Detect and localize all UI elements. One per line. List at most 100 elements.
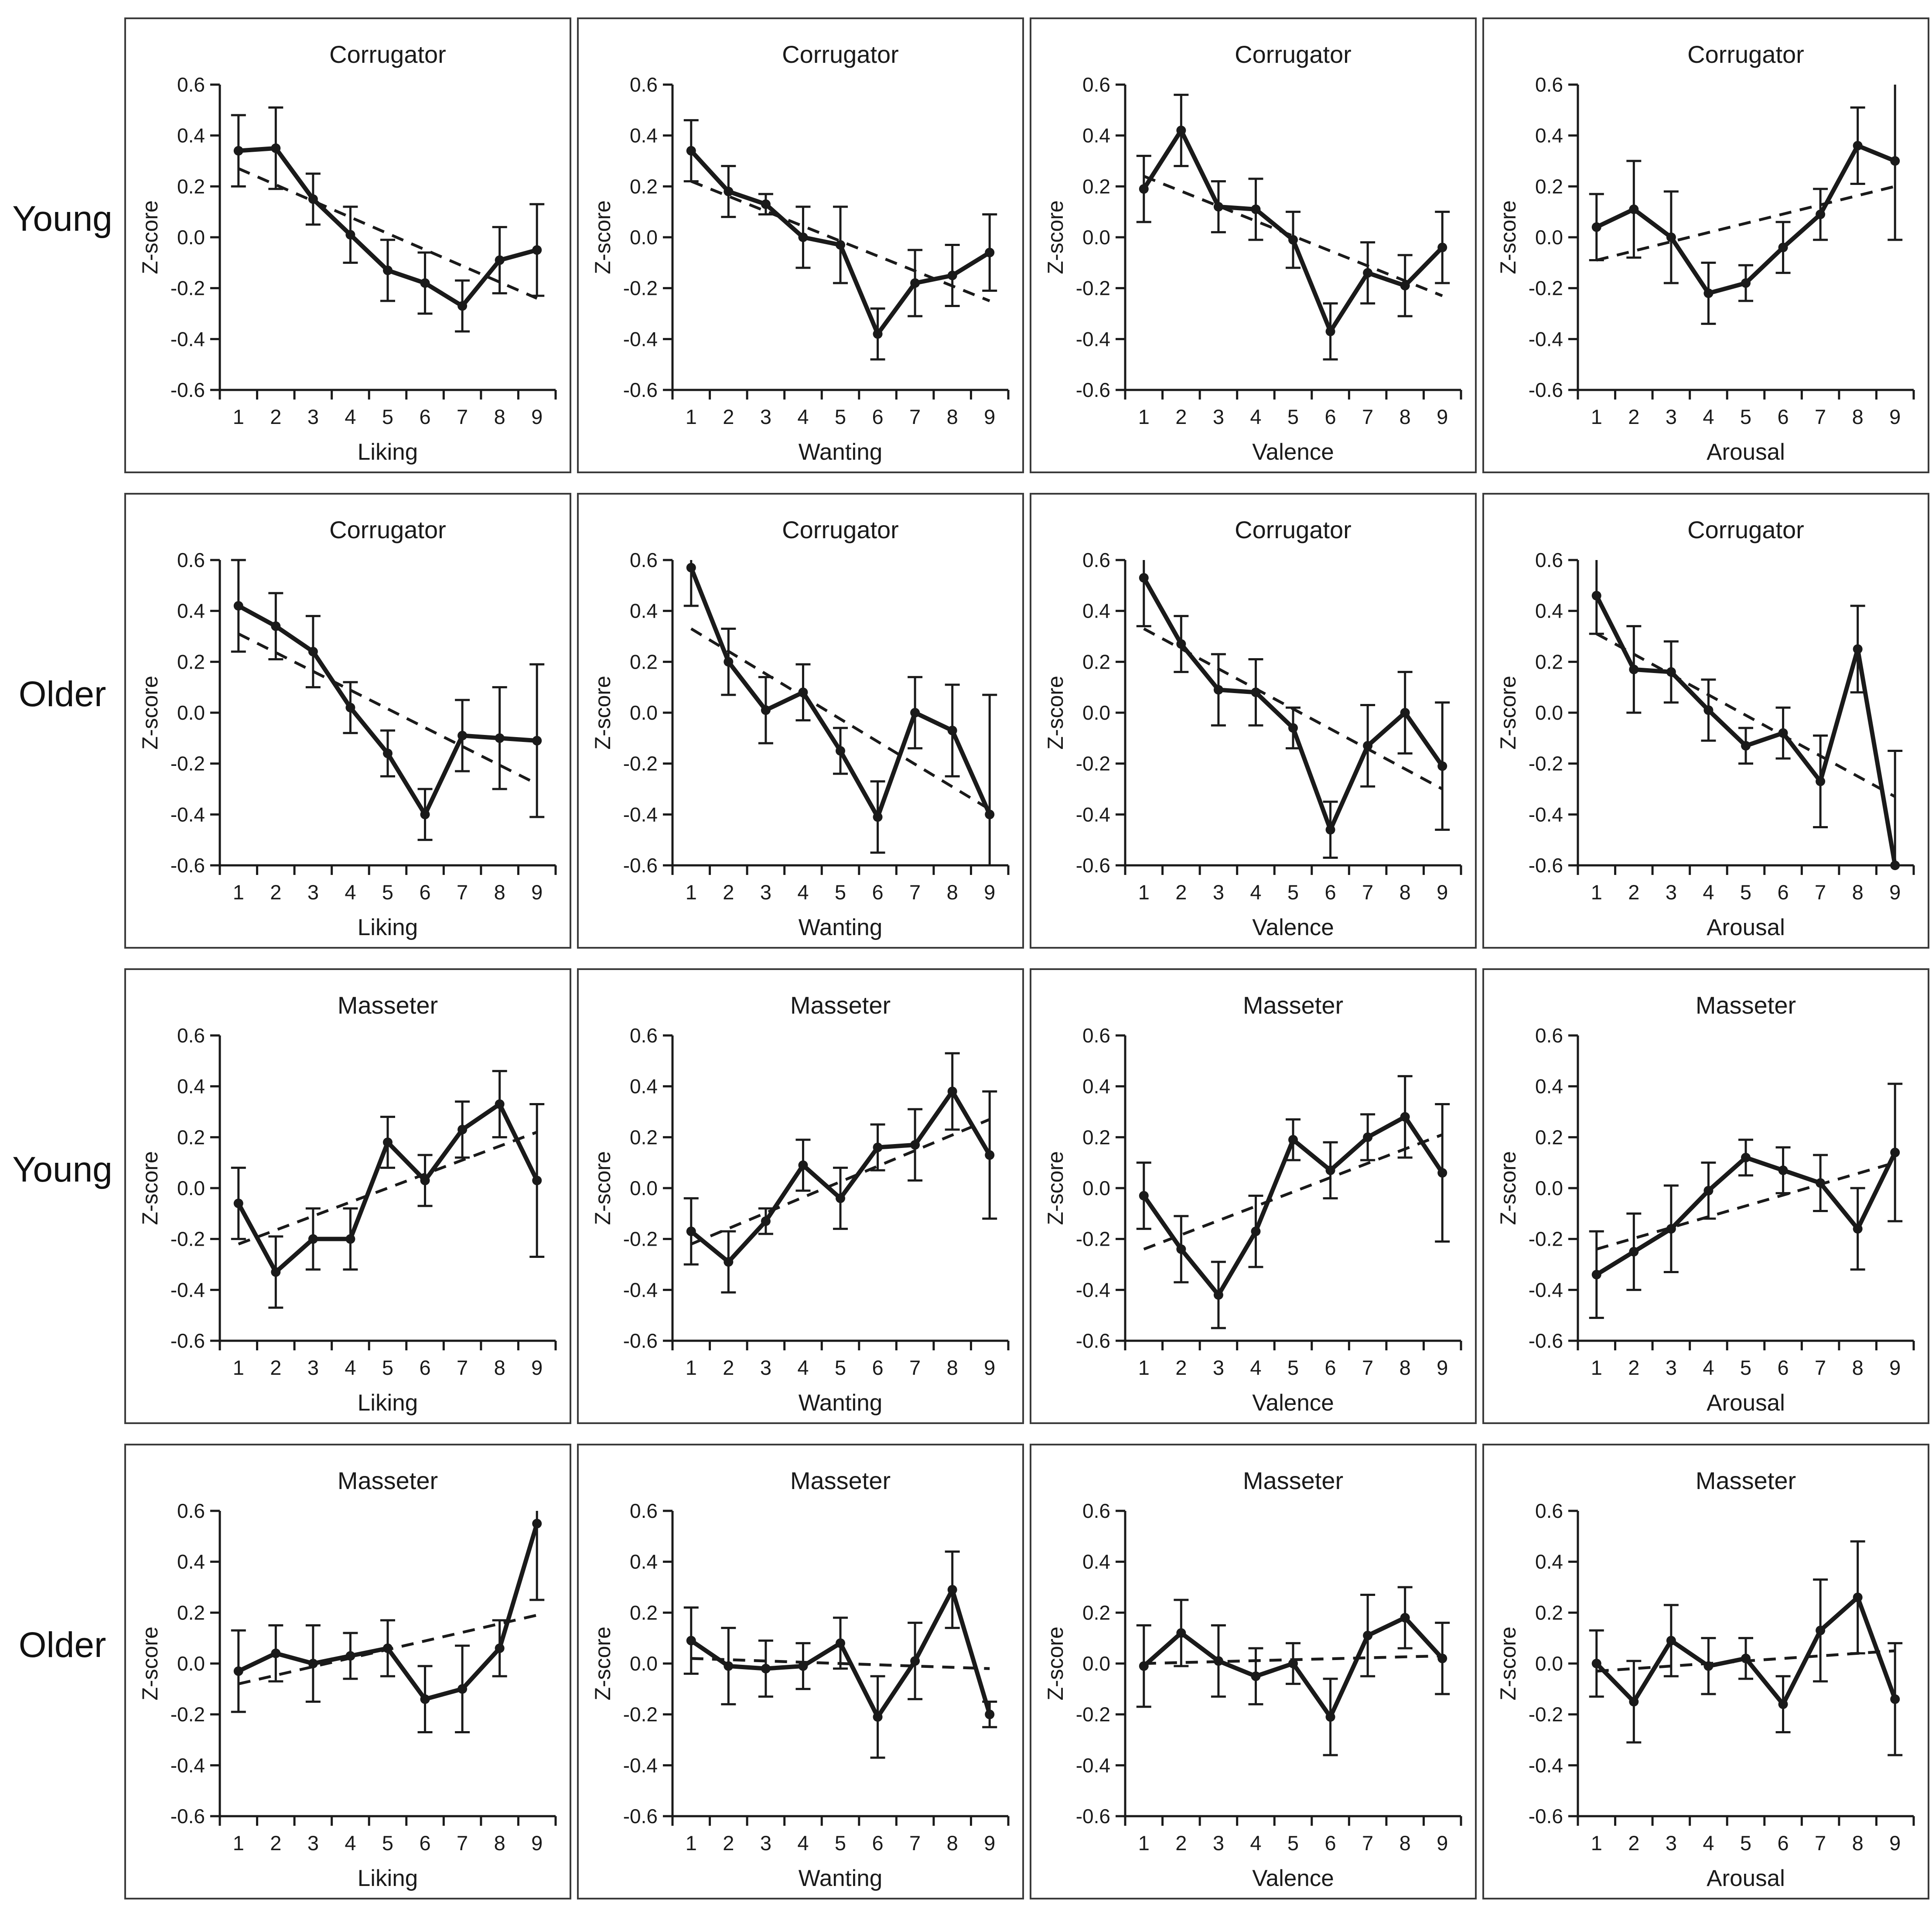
svg-text:0.0: 0.0 bbox=[177, 701, 205, 724]
data-point bbox=[1400, 1112, 1410, 1122]
data-point bbox=[1703, 705, 1714, 715]
data-point bbox=[457, 301, 468, 311]
svg-text:-0.4: -0.4 bbox=[1076, 1754, 1110, 1776]
svg-text:0.4: 0.4 bbox=[630, 1075, 658, 1098]
data-point bbox=[1400, 280, 1410, 290]
data-point bbox=[873, 812, 883, 822]
trend-line bbox=[1596, 185, 1896, 262]
data-point bbox=[1288, 723, 1298, 733]
data-point bbox=[1363, 1630, 1373, 1640]
data-point bbox=[1325, 326, 1335, 336]
svg-text:0.2: 0.2 bbox=[630, 1601, 658, 1624]
data-point bbox=[1288, 1659, 1298, 1668]
svg-text:8: 8 bbox=[947, 1831, 958, 1855]
data-point bbox=[724, 657, 734, 667]
chart-panel-older-corrugator-liking: Corrugator Z-score 0.6 0.4 0.2 0.0 -0.2 -0.4 -0.… bbox=[124, 493, 571, 949]
data-point bbox=[761, 705, 771, 715]
svg-text:-0.4: -0.4 bbox=[171, 1278, 205, 1301]
svg-text:2: 2 bbox=[270, 881, 281, 904]
svg-text:8: 8 bbox=[1852, 1831, 1864, 1855]
data-point bbox=[836, 1193, 845, 1203]
chart-title: Masseter bbox=[338, 991, 438, 1019]
data-point bbox=[1591, 591, 1601, 601]
y-axis-label: Z-score bbox=[591, 200, 615, 274]
svg-text:4: 4 bbox=[345, 1356, 356, 1379]
svg-text:3: 3 bbox=[307, 881, 319, 904]
svg-text:-0.2: -0.2 bbox=[623, 277, 658, 300]
svg-text:-0.6: -0.6 bbox=[1076, 1329, 1110, 1352]
y-axis-label: Z-score bbox=[1496, 1626, 1520, 1700]
data-point bbox=[1629, 664, 1639, 674]
chart-title: Masseter bbox=[1696, 1467, 1796, 1494]
x-axis-label: Wanting bbox=[799, 1390, 882, 1416]
svg-text:5: 5 bbox=[1287, 1356, 1299, 1379]
chart-panel-older-corrugator-valence: Corrugator Z-score 0.6 0.4 0.2 0.0 -0.2 -0.4 -0.… bbox=[1030, 493, 1477, 949]
svg-text:7: 7 bbox=[909, 1831, 921, 1855]
svg-text:7: 7 bbox=[1362, 1831, 1373, 1855]
data-point bbox=[420, 1175, 430, 1185]
svg-text:-0.2: -0.2 bbox=[623, 752, 658, 775]
chart-title: Corrugator bbox=[1687, 41, 1804, 68]
svg-text:8: 8 bbox=[1400, 1831, 1411, 1855]
chart-panel-older-masseter-wanting: Masseter Z-score 0.6 0.4 0.2 0.0 -0.2 -0.4 -0.6 1… bbox=[577, 1444, 1024, 1899]
data-point bbox=[233, 1666, 243, 1676]
trend-line bbox=[238, 632, 538, 786]
svg-text:2: 2 bbox=[1175, 1831, 1187, 1855]
svg-text:-0.6: -0.6 bbox=[1076, 854, 1110, 877]
svg-text:0.4: 0.4 bbox=[1535, 1075, 1563, 1098]
svg-text:0.2: 0.2 bbox=[1082, 650, 1110, 673]
svg-text:9: 9 bbox=[1889, 881, 1901, 904]
svg-text:0.2: 0.2 bbox=[1082, 175, 1110, 198]
data-point bbox=[873, 1712, 883, 1722]
data-point bbox=[686, 146, 696, 156]
svg-text:-0.2: -0.2 bbox=[171, 752, 205, 775]
svg-text:-0.4: -0.4 bbox=[171, 328, 205, 350]
svg-text:-0.6: -0.6 bbox=[1076, 1805, 1110, 1828]
data-point bbox=[1139, 1191, 1149, 1201]
error-bars bbox=[683, 560, 997, 865]
svg-text:0.6: 0.6 bbox=[177, 1024, 205, 1047]
svg-text:7: 7 bbox=[909, 881, 921, 904]
svg-text:5: 5 bbox=[382, 1356, 393, 1379]
svg-text:6: 6 bbox=[872, 1356, 883, 1379]
svg-text:0.6: 0.6 bbox=[1535, 73, 1563, 96]
data-point bbox=[1778, 243, 1788, 253]
data-point bbox=[1816, 1626, 1826, 1636]
data-point bbox=[1816, 209, 1826, 219]
svg-text:3: 3 bbox=[1213, 405, 1224, 428]
svg-text:-0.4: -0.4 bbox=[1076, 803, 1110, 826]
data-point bbox=[271, 143, 281, 153]
svg-text:8: 8 bbox=[947, 405, 958, 428]
data-point bbox=[1363, 1132, 1373, 1142]
svg-text:0.0: 0.0 bbox=[1082, 701, 1110, 724]
svg-text:0.6: 0.6 bbox=[177, 73, 205, 96]
svg-text:6: 6 bbox=[1324, 405, 1336, 428]
svg-text:8: 8 bbox=[947, 1356, 958, 1379]
data-point bbox=[836, 240, 845, 250]
svg-text:0.4: 0.4 bbox=[630, 124, 658, 147]
x-axis-label: Wanting bbox=[799, 439, 882, 465]
svg-text:9: 9 bbox=[1889, 1831, 1901, 1855]
svg-text:-0.6: -0.6 bbox=[623, 379, 658, 401]
trend-line bbox=[1143, 1133, 1443, 1251]
svg-text:8: 8 bbox=[494, 1356, 505, 1379]
x-axis-label: Liking bbox=[358, 1865, 418, 1891]
svg-text:3: 3 bbox=[1666, 881, 1677, 904]
svg-text:-0.2: -0.2 bbox=[171, 1703, 205, 1726]
svg-text:0.2: 0.2 bbox=[1535, 1126, 1563, 1148]
data-point bbox=[985, 1150, 995, 1160]
svg-text:5: 5 bbox=[1287, 405, 1299, 428]
svg-text:-0.6: -0.6 bbox=[1529, 1805, 1563, 1828]
svg-text:1: 1 bbox=[686, 405, 697, 428]
chart-panel-young-corrugator-liking: Corrugator Z-score 0.6 0.4 0.2 0.0 -0.2 -0.4 -0.… bbox=[124, 17, 571, 473]
svg-text:-0.4: -0.4 bbox=[623, 1754, 658, 1776]
svg-text:3: 3 bbox=[307, 1831, 319, 1855]
svg-text:2: 2 bbox=[723, 881, 734, 904]
svg-text:4: 4 bbox=[345, 405, 356, 428]
data-point bbox=[345, 230, 355, 240]
data-point bbox=[1629, 1697, 1639, 1707]
chart-title: Corrugator bbox=[1687, 516, 1804, 543]
svg-text:2: 2 bbox=[1628, 1831, 1639, 1855]
y-axis-label: Z-score bbox=[138, 200, 162, 274]
x-axis-label: Arousal bbox=[1707, 1865, 1785, 1891]
